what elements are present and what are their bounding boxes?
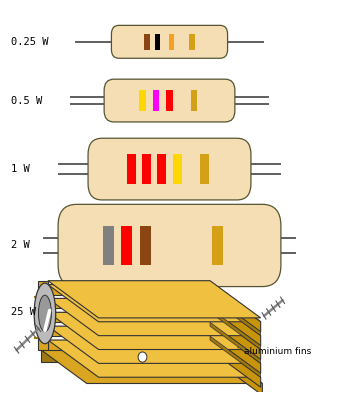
Text: 2 W: 2 W (11, 241, 29, 250)
Bar (155, 34, 160, 50)
Text: 1 W: 1 W (11, 164, 29, 174)
Bar (191, 90, 197, 111)
Polygon shape (210, 285, 261, 332)
FancyBboxPatch shape (58, 204, 281, 286)
Polygon shape (48, 326, 210, 336)
Bar (200, 154, 209, 184)
Polygon shape (38, 281, 48, 350)
Bar (140, 226, 151, 265)
Text: 25 W: 25 W (11, 307, 36, 317)
Circle shape (138, 352, 147, 362)
Polygon shape (210, 295, 261, 336)
FancyBboxPatch shape (104, 79, 235, 122)
Bar (121, 226, 132, 265)
Text: 0.25 W: 0.25 W (11, 37, 48, 47)
Ellipse shape (38, 295, 52, 332)
Polygon shape (210, 322, 261, 364)
Polygon shape (48, 340, 261, 377)
Polygon shape (48, 281, 261, 318)
Bar (173, 154, 182, 184)
Polygon shape (48, 285, 261, 322)
Bar (189, 34, 195, 50)
Polygon shape (48, 312, 210, 322)
Bar (144, 34, 150, 50)
Polygon shape (210, 340, 261, 387)
Polygon shape (41, 350, 217, 362)
Polygon shape (210, 309, 261, 349)
Bar (153, 90, 159, 111)
Polygon shape (210, 336, 261, 377)
Polygon shape (41, 350, 262, 384)
Text: aluminium fins: aluminium fins (238, 347, 311, 356)
Polygon shape (48, 298, 210, 309)
Polygon shape (48, 312, 261, 349)
Bar (212, 226, 223, 265)
Bar (139, 90, 146, 111)
Polygon shape (210, 326, 261, 373)
Polygon shape (48, 340, 210, 350)
FancyBboxPatch shape (88, 138, 251, 200)
Polygon shape (210, 298, 261, 345)
Polygon shape (48, 298, 261, 336)
Bar (169, 34, 174, 50)
Polygon shape (48, 326, 261, 364)
Bar (166, 90, 173, 111)
Bar (157, 154, 166, 184)
Polygon shape (217, 350, 262, 393)
Bar (103, 226, 114, 265)
Text: 0.5 W: 0.5 W (11, 95, 42, 106)
Bar (142, 154, 151, 184)
Polygon shape (48, 285, 210, 295)
Polygon shape (210, 312, 261, 360)
FancyBboxPatch shape (112, 26, 227, 58)
Ellipse shape (34, 283, 56, 344)
Bar (127, 154, 136, 184)
